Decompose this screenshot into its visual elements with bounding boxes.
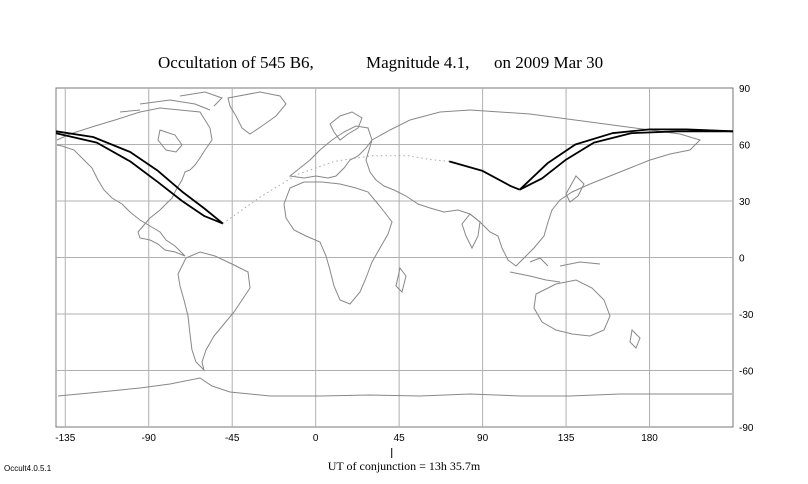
- coast-india: [461, 213, 481, 250]
- west-track-north-limit: [55, 130, 224, 225]
- lon-tick-label: -135: [55, 433, 75, 444]
- lat-tick-label: -30: [739, 310, 754, 321]
- coast-europe: [288, 125, 373, 179]
- east-track-south-limit: [519, 130, 733, 191]
- west-track-south-limit: [55, 132, 224, 225]
- coast-north-america: [56, 107, 213, 257]
- lat-tick-label: 0: [739, 254, 745, 265]
- east-track-center: [448, 160, 521, 191]
- lon-tick-label: -90: [142, 433, 157, 444]
- centerline-dotted: [222, 155, 450, 225]
- lon-tick-label: -45: [225, 433, 240, 444]
- lon-tick-label: 0: [313, 433, 319, 444]
- coast-madagascar: [395, 266, 407, 293]
- coast-scandinavia: [329, 111, 363, 141]
- lat-tick-label: -60: [739, 367, 754, 378]
- coast-greenland: [227, 91, 287, 135]
- lat-tick-label: 30: [739, 197, 751, 208]
- coastlines: [56, 91, 732, 397]
- version-label: Occult4.0.5.1: [4, 464, 52, 473]
- coast-australia: [533, 279, 611, 337]
- lon-tick-label: 135: [558, 433, 575, 444]
- lat-tick-label: -90: [739, 423, 754, 434]
- map-title-part3: on 2009 Mar 30: [494, 53, 603, 72]
- lat-tick-label: 90: [739, 84, 751, 95]
- coast-arctic-islands: [119, 91, 223, 113]
- lat-tick-label: 60: [739, 141, 751, 152]
- coast-africa: [283, 181, 393, 305]
- coast-antarctica: [57, 377, 732, 397]
- map-title-part1: Occultation of 545 B6,: [158, 53, 314, 72]
- coast-hudson-bay: [157, 129, 183, 153]
- coast-japan: [565, 175, 585, 203]
- east-track-north-limit: [519, 128, 734, 191]
- coast-indonesia: [509, 257, 601, 283]
- map-title-part2: Magnitude 4.1,: [366, 53, 469, 72]
- coast-asia: [365, 109, 701, 267]
- lon-tick-label: 90: [477, 433, 489, 444]
- occultation-tracks: [55, 128, 734, 225]
- longitude-tick-labels: -135 -90 -45 0 45 90 135 180: [55, 433, 658, 444]
- latitude-tick-labels: 90 60 30 0 -30 -60 -90: [739, 84, 754, 434]
- coast-new-zealand: [629, 328, 641, 349]
- lon-tick-label: 180: [641, 433, 658, 444]
- lon-tick-label: 45: [394, 433, 406, 444]
- conjunction-label: UT of conjunction = 13h 35.7m: [328, 459, 481, 473]
- coast-south-america: [177, 251, 251, 372]
